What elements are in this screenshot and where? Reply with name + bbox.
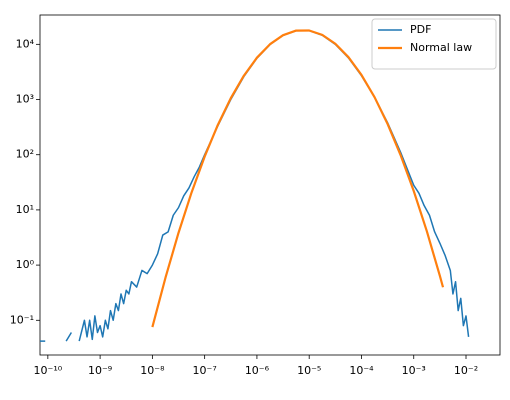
x-tick-label: 10⁻⁷ — [193, 364, 217, 377]
x-tick-label: 10⁻⁹ — [88, 364, 112, 377]
y-tick-label: 10¹ — [16, 203, 34, 216]
y-tick-label: 10⁻¹ — [10, 313, 34, 326]
legend-box — [371, 18, 497, 70]
plot-area — [40, 29, 474, 341]
x-tick-label: 10⁻² — [454, 364, 478, 377]
y-tick-label: 10⁴ — [16, 37, 35, 50]
y-tick-label: 10⁰ — [16, 258, 35, 271]
x-tick-label: 10⁻⁴ — [349, 364, 374, 377]
x-tick-label: 10⁻⁵ — [297, 364, 321, 377]
series-line — [151, 29, 445, 328]
legend-label: PDF — [410, 23, 431, 36]
y-tick-label: 10³ — [16, 93, 34, 106]
x-tick-label: 10⁻⁶ — [245, 364, 270, 377]
legend-label: Normal law — [410, 41, 472, 54]
x-tick-label: 10⁻⁸ — [140, 364, 165, 377]
y-tick-label: 10² — [16, 148, 34, 161]
x-tick-label: 10⁻¹⁰ — [34, 364, 63, 377]
x-tick-label: 10⁻³ — [402, 364, 426, 377]
plot-frame — [39, 14, 501, 356]
